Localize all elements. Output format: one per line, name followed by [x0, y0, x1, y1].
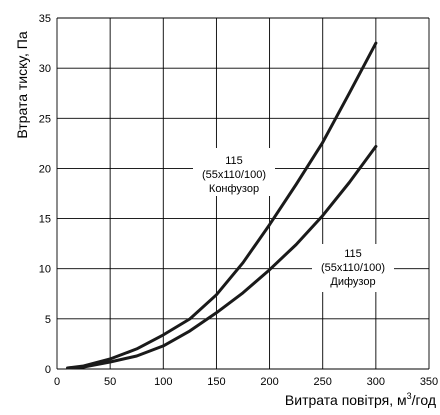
- y-tick-label-30: 30: [39, 63, 51, 75]
- y-tick-label-15: 15: [39, 214, 51, 226]
- y-tick-label-5: 5: [45, 314, 51, 326]
- y-tick-label-20: 20: [39, 163, 51, 175]
- y-tick-label-0: 0: [45, 364, 51, 376]
- annotation-konfuzor-line-3: Конфузор: [209, 183, 259, 195]
- annotation-konfuzor: 115 (55x110/100) Конфузор: [193, 148, 275, 196]
- annotation-konfuzor-line-2: (55x110/100): [202, 169, 266, 181]
- x-axis-label: Витрата повітря, м3/год: [285, 391, 436, 408]
- annotation-dyfuzor-line-2: (55x110/100): [321, 262, 385, 274]
- annotation-dyfuzor: 115 (55x110/100) Дифузор: [312, 244, 394, 292]
- x-tick-label-350: 350: [420, 376, 438, 388]
- x-tick-label-150: 150: [207, 376, 225, 388]
- y-tick-label-10: 10: [39, 264, 51, 276]
- annotation-dyfuzor-line-3: Дифузор: [330, 276, 375, 288]
- y-tick-label-25: 25: [39, 113, 51, 125]
- x-axis-label-superscript: 3: [407, 391, 412, 401]
- y-axis-label: Втрата тиску, Па: [14, 31, 30, 138]
- y-tick-label-35: 35: [39, 13, 51, 25]
- x-tick-label-100: 100: [154, 376, 172, 388]
- x-tick-label-250: 250: [314, 376, 332, 388]
- x-axis-label-text: Витрата повітря, м: [285, 392, 407, 408]
- x-tick-label-50: 50: [104, 376, 116, 388]
- x-tick-label-200: 200: [260, 376, 278, 388]
- x-tick-label-0: 0: [54, 376, 60, 388]
- annotation-konfuzor-line-1: 115: [225, 155, 243, 167]
- x-tick-label-300: 300: [367, 376, 385, 388]
- x-axis-label-unit: /год: [412, 392, 436, 408]
- annotation-dyfuzor-line-1: 115: [344, 248, 362, 260]
- series-line-dyfuzor: [66, 144, 378, 370]
- series-line-konfuzor: [66, 41, 378, 370]
